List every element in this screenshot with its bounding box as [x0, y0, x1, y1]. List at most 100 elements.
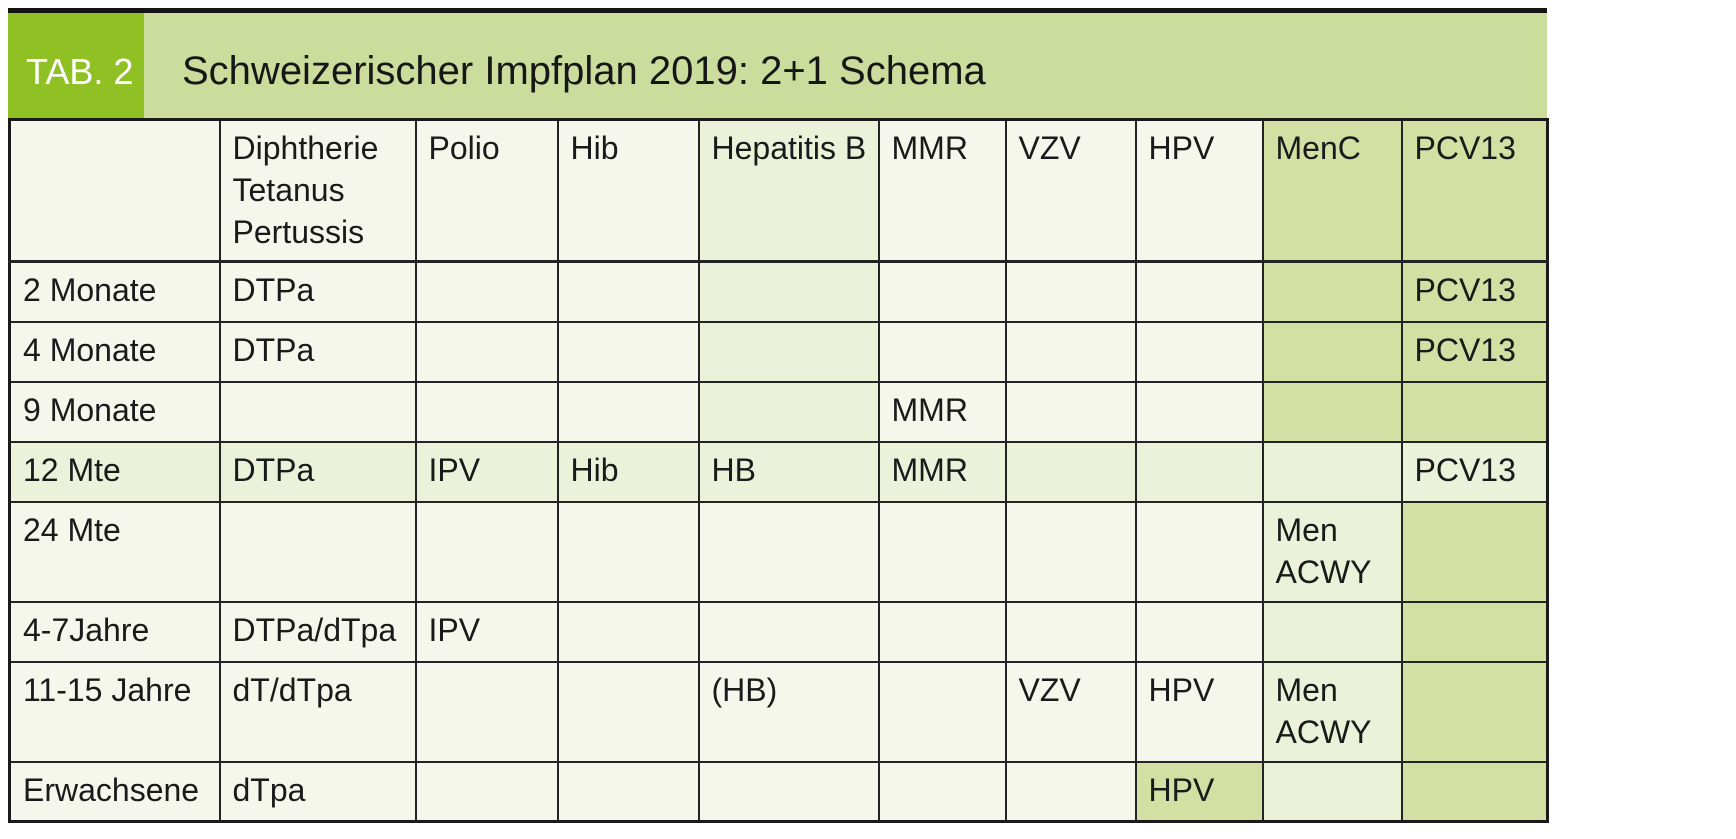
col-header-4: Hepatitis B: [697, 118, 880, 263]
cell-6-6: VZV: [1004, 660, 1137, 763]
cell-4-9: [1400, 500, 1549, 603]
cell-7-6: [1004, 760, 1137, 823]
table-row: 2 Monate DTPa PCV13: [8, 260, 1549, 323]
cell-6-8: Men ACWY: [1261, 660, 1403, 763]
cell-5-9: [1400, 600, 1549, 663]
cell-0-8: [1261, 260, 1403, 323]
col-header-6: VZV: [1004, 118, 1137, 263]
cell-7-7: HPV: [1134, 760, 1264, 823]
row-label-1: 4 Monate: [8, 320, 221, 383]
table-title: Schweizerischer Impfplan 2019: 2+1 Schem…: [144, 13, 1547, 118]
cell-0-6: [1004, 260, 1137, 323]
cell-5-2: IPV: [414, 600, 559, 663]
cell-2-4: [697, 380, 880, 443]
cell-7-5: [877, 760, 1007, 823]
table-row: 4 Monate DTPa PCV13: [8, 320, 1549, 383]
table-row: 24 Mte Men ACWY: [8, 500, 1549, 603]
cell-4-1: [218, 500, 417, 603]
cell-2-5: MMR: [877, 380, 1007, 443]
cell-4-6: [1004, 500, 1137, 603]
cell-0-7: [1134, 260, 1264, 323]
cell-2-9: [1400, 380, 1549, 443]
row-label-6: 11-15 Jahre: [8, 660, 221, 763]
figure-header-band: TAB. 2 Schweizerischer Impfplan 2019: 2+…: [8, 8, 1547, 118]
col-header-5: MMR: [877, 118, 1007, 263]
cell-5-3: [556, 600, 700, 663]
cell-0-2: [414, 260, 559, 323]
cell-3-2: IPV: [414, 440, 559, 503]
col-header-2: Polio: [414, 118, 559, 263]
cell-3-1: DTPa: [218, 440, 417, 503]
figure-container: TAB. 2 Schweizerischer Impfplan 2019: 2+…: [8, 8, 1549, 823]
cell-2-6: [1004, 380, 1137, 443]
cell-0-9: PCV13: [1400, 260, 1549, 323]
cell-0-5: [877, 260, 1007, 323]
cell-4-7: [1134, 500, 1264, 603]
cell-5-8: [1261, 600, 1403, 663]
cell-1-1: DTPa: [218, 320, 417, 383]
cell-6-3: [556, 660, 700, 763]
cell-7-8: [1261, 760, 1403, 823]
cell-7-3: [556, 760, 700, 823]
cell-2-3: [556, 380, 700, 443]
table-row: 11-15 Jahre dT/dTpa (HB) VZV HPV Men ACWY: [8, 660, 1549, 763]
cell-6-5: [877, 660, 1007, 763]
cell-0-3: [556, 260, 700, 323]
row-label-4: 24 Mte: [8, 500, 221, 603]
cell-5-5: [877, 600, 1007, 663]
cell-1-7: [1134, 320, 1264, 383]
cell-1-9: PCV13: [1400, 320, 1549, 383]
cell-4-3: [556, 500, 700, 603]
table-row: Erwachsene dTpa HPV: [8, 760, 1549, 823]
cell-6-1: dT/dTpa: [218, 660, 417, 763]
cell-6-2: [414, 660, 559, 763]
cell-7-9: [1400, 760, 1549, 823]
cell-2-8: [1261, 380, 1403, 443]
cell-2-2: [414, 380, 559, 443]
cell-5-4: [697, 600, 880, 663]
col-header-0: [8, 118, 221, 263]
cell-3-3: Hib: [556, 440, 700, 503]
row-label-3: 12 Mte: [8, 440, 221, 503]
cell-7-2: [414, 760, 559, 823]
vaccination-schedule-table: Diphtherie Tetanus Pertussis Polio Hib Hepa…: [8, 118, 1549, 823]
cell-1-5: [877, 320, 1007, 383]
cell-5-6: [1004, 600, 1137, 663]
table-header-row: Diphtherie Tetanus Pertussis Polio Hib Hepa…: [8, 118, 1549, 263]
cell-5-1: DTPa/dTpa: [218, 600, 417, 663]
cell-3-6: [1004, 440, 1137, 503]
col-header-9: PCV13: [1400, 118, 1549, 263]
col-header-3: Hib: [556, 118, 700, 263]
table-number-tag: TAB. 2: [8, 13, 144, 118]
cell-4-4: [697, 500, 880, 603]
table-row: 4-7Jahre DTPa/dTpa IPV: [8, 600, 1549, 663]
cell-4-8: Men ACWY: [1261, 500, 1403, 603]
row-label-0: 2 Monate: [8, 260, 221, 323]
cell-4-2: [414, 500, 559, 603]
cell-7-1: dTpa: [218, 760, 417, 823]
cell-2-1: [218, 380, 417, 443]
cell-6-7: HPV: [1134, 660, 1264, 763]
row-label-2: 9 Monate: [8, 380, 221, 443]
cell-1-3: [556, 320, 700, 383]
table-row: 9 Monate MMR: [8, 380, 1549, 443]
cell-2-7: [1134, 380, 1264, 443]
cell-7-4: [697, 760, 880, 823]
cell-1-6: [1004, 320, 1137, 383]
cell-3-8: [1261, 440, 1403, 503]
cell-3-4: HB: [697, 440, 880, 503]
col-header-1: Diphtherie Tetanus Pertussis: [218, 118, 417, 263]
cell-0-1: DTPa: [218, 260, 417, 323]
cell-1-8: [1261, 320, 1403, 383]
row-label-7: Erwachsene: [8, 760, 221, 823]
cell-1-2: [414, 320, 559, 383]
row-label-5: 4-7Jahre: [8, 600, 221, 663]
col-header-7: HPV: [1134, 118, 1264, 263]
col-header-8: MenC: [1261, 118, 1403, 263]
cell-4-5: [877, 500, 1007, 603]
cell-6-9: [1400, 660, 1549, 763]
cell-6-4: (HB): [697, 660, 880, 763]
table-row: 12 Mte DTPa IPV Hib HB MMR PCV13: [8, 440, 1549, 503]
cell-3-9: PCV13: [1400, 440, 1549, 503]
cell-5-7: [1134, 600, 1264, 663]
